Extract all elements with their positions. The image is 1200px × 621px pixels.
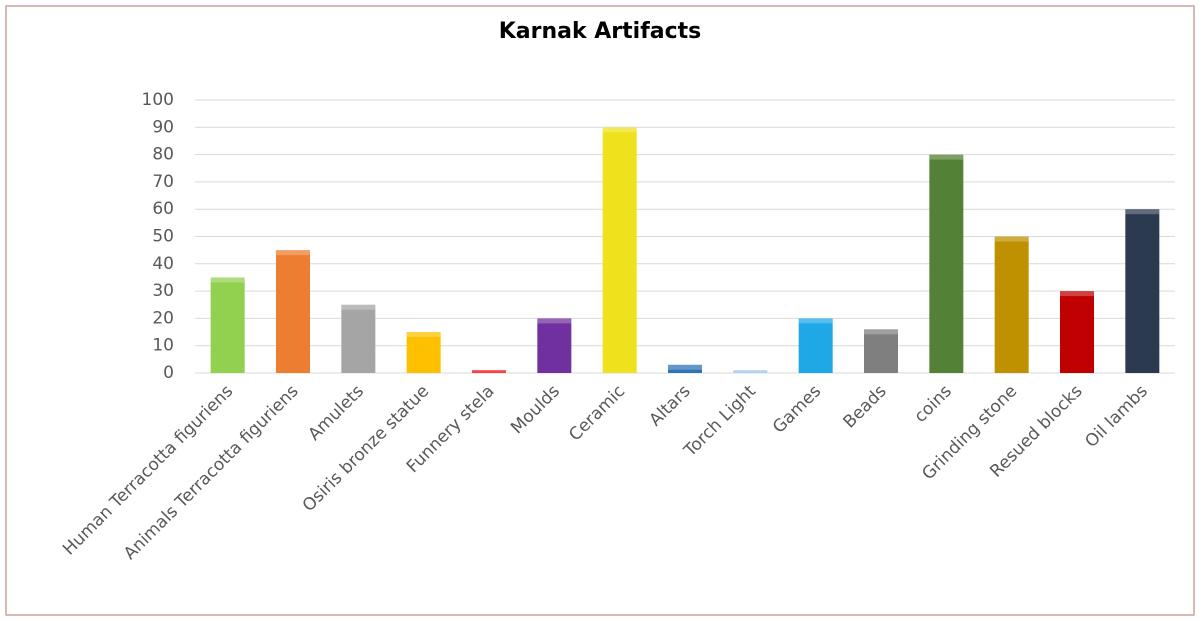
bar — [668, 364, 702, 373]
bar-highlight — [210, 277, 245, 283]
bar — [406, 332, 441, 373]
bar — [1060, 291, 1094, 373]
bar-highlight — [733, 370, 768, 373]
bar-highlight — [864, 329, 898, 335]
bar — [1125, 209, 1160, 373]
bar — [472, 370, 506, 373]
bar-highlight — [276, 250, 310, 256]
bar-highlight — [537, 318, 572, 324]
bar — [733, 370, 768, 373]
bar-highlight — [472, 370, 506, 373]
y-tick-label: 20 — [152, 308, 174, 328]
bar — [798, 318, 833, 373]
chart-title: Karnak Artifacts — [499, 19, 702, 44]
y-tick-label: 100 — [142, 90, 174, 110]
bar-highlight — [602, 127, 637, 133]
bar-highlight — [1060, 291, 1094, 297]
y-tick-label: 70 — [152, 172, 174, 192]
y-tick-label: 10 — [152, 336, 174, 356]
bar — [864, 329, 898, 373]
bar — [929, 154, 964, 373]
bar-highlight — [1125, 209, 1160, 215]
bar-highlight — [406, 332, 441, 338]
bar-highlight — [929, 154, 964, 160]
y-tick-label: 90 — [152, 117, 174, 137]
y-tick-label: 40 — [152, 254, 174, 274]
bar — [602, 127, 637, 373]
bar — [276, 250, 310, 373]
y-tick-label: 80 — [152, 145, 174, 165]
y-tick-label: 50 — [152, 227, 174, 247]
bar — [341, 304, 376, 373]
bar-highlight — [668, 364, 702, 370]
bar — [994, 236, 1029, 373]
y-tick-label: 60 — [152, 199, 174, 219]
bar-highlight — [798, 318, 833, 324]
bar — [210, 277, 245, 373]
bar-highlight — [341, 304, 376, 310]
bar-highlight — [994, 236, 1029, 242]
y-tick-label: 0 — [163, 363, 174, 383]
y-tick-label: 30 — [152, 281, 174, 301]
bar — [537, 318, 572, 373]
